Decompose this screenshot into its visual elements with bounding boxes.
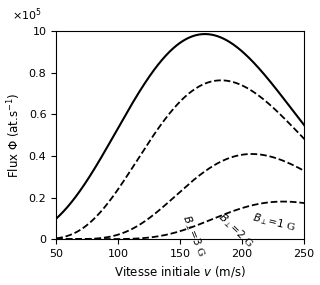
Text: $B_\perp\!=\!1$ G: $B_\perp\!=\!1$ G (251, 211, 297, 235)
Text: $\times 10^5$: $\times 10^5$ (12, 6, 41, 23)
Y-axis label: Flux $\Phi$ (at.s$^{-1}$): Flux $\Phi$ (at.s$^{-1}$) (5, 92, 23, 178)
Text: $B_\perp\!=\!2$ G: $B_\perp\!=\!2$ G (215, 210, 256, 251)
Text: $B_\perp\!=\!3$ G: $B_\perp\!=\!3$ G (179, 213, 208, 259)
X-axis label: Vitesse initiale $v$ (m/s): Vitesse initiale $v$ (m/s) (114, 264, 246, 280)
